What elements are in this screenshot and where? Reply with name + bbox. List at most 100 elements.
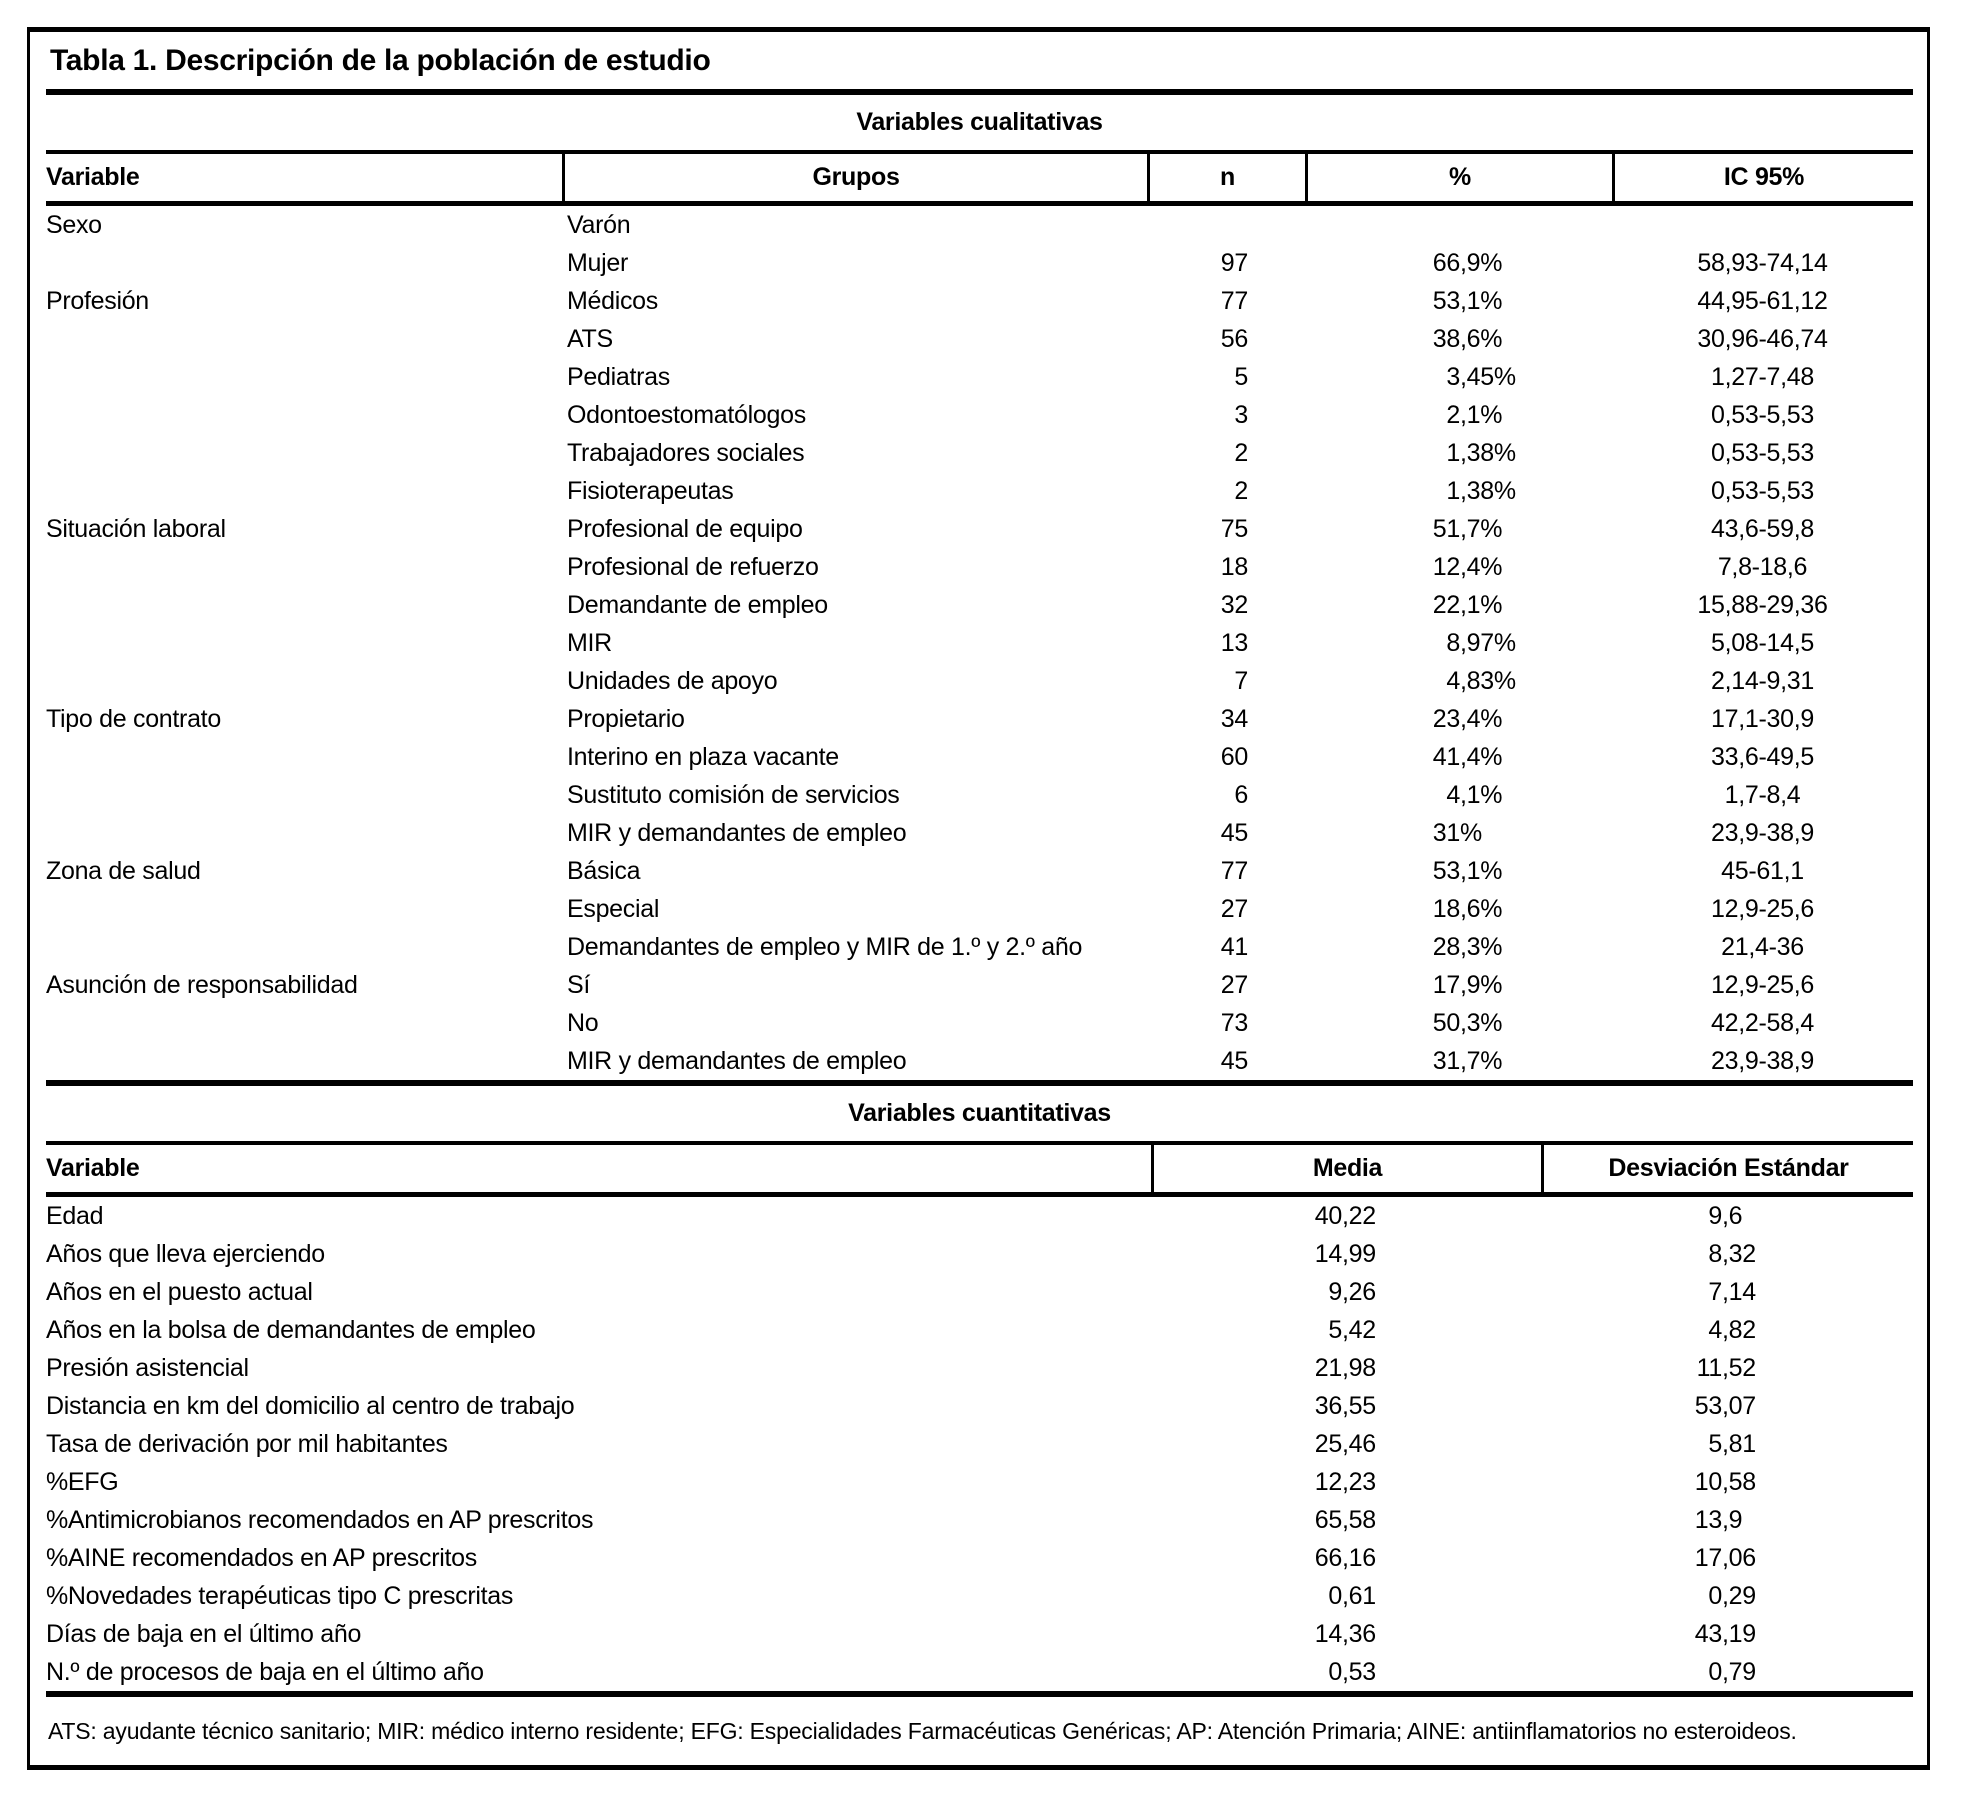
row-variable-label [46,358,562,396]
row-variable-label [46,244,562,282]
row-ci95-value: 12,9-25,6 [1711,894,1814,923]
column-header-percent: % [1305,154,1612,201]
table-row: Situación laboral Profesional de equipo … [46,510,1913,548]
table-row: Años que lleva ejerciendo 14,99 8,32 [46,1235,1913,1273]
row-n-value [1147,206,1305,244]
table-row: Interino en plaza vacante 60 41,4% 33,6-… [46,738,1913,776]
row-variable-label [46,624,562,662]
row-group-label: Demandante de empleo [567,590,828,619]
row-percent-value: 8,97% [1305,624,1612,662]
percent-decimal-part: ,4% [1460,704,1503,733]
divider-line [46,1691,1913,1697]
media-integer-part: 21 [1314,1353,1343,1382]
row-percent-value: 17,9% [1305,966,1612,1004]
row-group-label: Especial [567,894,660,923]
table-row: Edad 40,22 9,6 [46,1197,1913,1235]
media-decimal-part: ,23 [1342,1467,1376,1496]
row-variable-label [46,586,562,624]
table-row: Distancia en km del domicilio al centro … [46,1387,1913,1425]
row-variable-label: Años que lleva ejerciendo [46,1239,325,1268]
row-percent-value: 12,4% [1305,548,1612,586]
row-group-label: No [567,1008,599,1037]
sd-integer-part: 17 [1694,1543,1723,1572]
sd-integer-part: 10 [1694,1467,1723,1496]
percent-integer-part: 31 [1432,818,1461,847]
percent-decimal-part: ,83% [1460,666,1516,695]
row-variable-label: Zona de salud [46,856,201,885]
divider-line [46,1192,1913,1197]
table-row: Tipo de contrato Propietario 34 23,4% 17… [46,700,1913,738]
percent-decimal-part: ,6% [1460,324,1503,353]
table-row: Sexo Varón [46,206,1913,244]
row-variable-label [46,548,562,586]
percent-decimal-part: ,1% [1460,286,1503,315]
column-header-variable: Variable [46,1154,140,1182]
row-percent-value: 1,38% [1305,472,1612,510]
row-ci95-value: 44,95-61,12 [1697,286,1828,315]
row-ci95-value: 5,08-14,5 [1711,628,1814,657]
row-n-value: 45 [1220,1046,1249,1075]
media-decimal-part: ,99 [1342,1239,1376,1268]
percent-integer-part: 1 [1446,476,1460,505]
row-n-value: 45 [1220,818,1249,847]
row-n-value: 5 [1234,362,1248,391]
percent-decimal-part: ,1% [1460,590,1503,619]
row-percent-value [1305,206,1612,244]
column-header-media: Media [1151,1145,1541,1192]
percent-integer-part: 51 [1432,514,1461,543]
media-decimal-part: ,26 [1342,1277,1376,1306]
table-row: Años en el puesto actual 9,26 7,14 [46,1273,1913,1311]
row-variable-label: Profesión [46,286,149,315]
row-sd-value: 0,29 [1541,1577,1913,1615]
row-n-value: 60 [1220,742,1249,771]
row-variable-label [46,814,562,852]
row-ci95-value: 7,8-18,6 [1717,552,1808,581]
percent-integer-part: 41 [1432,742,1461,771]
percent-integer-part: 66 [1432,248,1461,277]
column-header-n: n [1147,154,1305,201]
row-ci95-value: 23,9-38,9 [1711,818,1814,847]
row-variable-label: Años en el puesto actual [46,1277,313,1306]
row-media-value: 5,42 [1151,1311,1541,1349]
sd-integer-part: 7 [1708,1277,1722,1306]
table-row: %Antimicrobianos recomendados en AP pres… [46,1501,1913,1539]
media-decimal-part: ,46 [1342,1429,1376,1458]
media-decimal-part: ,42 [1342,1315,1376,1344]
table-row: %AINE recomendados en AP prescritos 66,1… [46,1539,1913,1577]
row-n-value: 32 [1220,590,1249,619]
row-sd-value: 17,06 [1541,1539,1913,1577]
row-percent-value: 31% [1305,814,1612,852]
row-variable-label: Años en la bolsa de demandantes de emple… [46,1315,536,1344]
table-row: No 73 50,3% 42,2-58,4 [46,1004,1913,1042]
row-media-value: 14,36 [1151,1615,1541,1653]
row-ci95-value: 45-61,1 [1721,856,1804,885]
row-sd-value: 43,19 [1541,1615,1913,1653]
percent-integer-part: 12 [1432,552,1461,581]
table-row: MIR y demandantes de empleo 45 31% 23,9-… [46,814,1913,852]
percent-integer-part: 4 [1446,780,1460,809]
column-header-ic95: IC 95% [1612,154,1913,201]
quantitative-rows: Edad 40,22 9,6 Años que lleva ejerciendo… [46,1197,1913,1691]
row-sd-value: 9,6 [1541,1197,1913,1235]
row-n-value: 2 [1234,476,1248,505]
sd-integer-part: 4 [1708,1315,1722,1344]
row-sd-value: 10,58 [1541,1463,1913,1501]
table-row: Tasa de derivación por mil habitantes 25… [46,1425,1913,1463]
row-percent-value: 1,38% [1305,434,1612,472]
percent-integer-part: 38 [1432,324,1461,353]
column-header-desviacion-estandar: Desviación Estándar [1541,1145,1913,1192]
row-ci95-value: 12,9-25,6 [1711,970,1814,999]
row-variable-label [46,472,562,510]
table-row: Especial 27 18,6% 12,9-25,6 [46,890,1913,928]
percent-integer-part: 31 [1432,1046,1461,1075]
row-ci95-value: 42,2-58,4 [1711,1008,1814,1037]
row-ci95-value: 15,88-29,36 [1697,590,1828,619]
row-variable-label [46,320,562,358]
row-ci95-value: 0,53-5,53 [1711,400,1814,429]
percent-decimal-part: ,45% [1460,362,1516,391]
table-row: MIR 13 8,97% 5,08-14,5 [46,624,1913,662]
row-media-value: 0,61 [1151,1577,1541,1615]
row-percent-value: 53,1% [1305,852,1612,890]
row-group-label: Fisioterapeutas [567,476,734,505]
media-decimal-part: ,98 [1342,1353,1376,1382]
